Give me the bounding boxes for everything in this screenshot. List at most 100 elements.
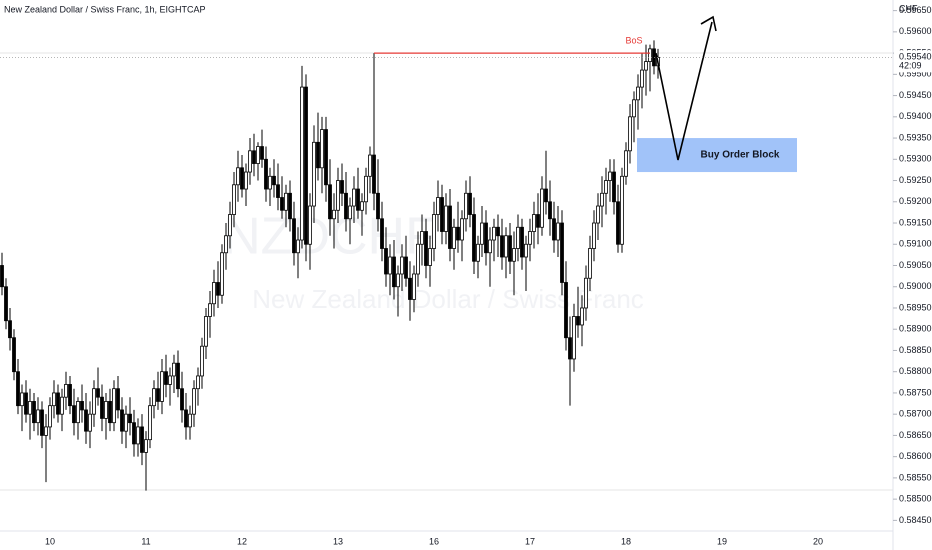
last-price-box: [894, 50, 932, 73]
candle-body: [496, 226, 500, 237]
candle-body: [200, 345, 204, 377]
candle-body: [404, 256, 408, 279]
candle-body: [80, 401, 84, 411]
candle-body: [588, 248, 592, 279]
candle-body: [316, 141, 320, 169]
y-tick-label: 0.58450: [899, 515, 932, 525]
candle-body: [304, 86, 308, 245]
candle-body: [548, 201, 552, 220]
candle-body: [512, 248, 516, 262]
candle-body: [216, 282, 220, 296]
candle-body: [540, 188, 544, 228]
candle-body: [260, 146, 264, 160]
last-price-label: 0.59540: [899, 52, 932, 62]
candle-body: [184, 409, 188, 428]
candle-body: [620, 175, 624, 245]
candle-body: [612, 171, 616, 203]
candle-body: [392, 256, 396, 288]
candle-body: [464, 192, 468, 220]
y-tick-label: 0.58600: [899, 451, 932, 461]
y-tick-label: 0.58700: [899, 409, 932, 419]
candle-body: [128, 413, 132, 424]
x-tick-label: 19: [717, 536, 727, 546]
candle-body: [460, 218, 464, 241]
candle-body: [636, 86, 640, 101]
candle-body: [248, 150, 252, 173]
candle-body: [380, 218, 384, 249]
candle-body: [520, 226, 524, 258]
order-block: [637, 138, 797, 173]
candle-body: [208, 303, 212, 317]
x-tick-label: 20: [813, 536, 823, 546]
candle-body: [596, 205, 600, 224]
candle-body: [480, 222, 484, 245]
candle-body: [324, 129, 328, 186]
candle-body: [156, 388, 160, 402]
y-tick-label: 0.59500: [899, 69, 932, 79]
candle-body: [640, 69, 644, 88]
candle-body: [300, 86, 304, 241]
candle-body: [176, 362, 180, 390]
y-tick-label: 0.59250: [899, 175, 932, 185]
candle-body: [580, 307, 584, 326]
candle-body: [332, 209, 336, 220]
candle-body: [348, 205, 352, 220]
candle-body: [0, 265, 4, 288]
candle-body: [140, 426, 144, 453]
candle-body: [476, 243, 480, 262]
candle-body: [76, 401, 80, 424]
candle-body: [616, 201, 620, 245]
candle-body: [328, 184, 332, 220]
candle-body: [604, 180, 608, 194]
candle-body: [472, 214, 476, 262]
y-tick-label: 0.58750: [899, 387, 932, 397]
candle-body: [64, 384, 68, 398]
candle-body: [164, 371, 168, 385]
y-tick-label: 0.59150: [899, 217, 932, 227]
candle-body: [632, 99, 636, 118]
candle-body: [448, 205, 452, 249]
y-tick-label: 0.59600: [899, 26, 932, 36]
candle-body: [344, 192, 348, 220]
candle-body: [516, 226, 520, 249]
candle-body: [204, 316, 208, 347]
candle-body: [336, 180, 340, 211]
candle-body: [436, 197, 440, 215]
candle-body: [28, 401, 32, 415]
candle-body: [168, 375, 172, 385]
candle-body: [228, 214, 232, 237]
candle-body: [136, 426, 140, 445]
y-tick-label: 0.59000: [899, 281, 932, 291]
candle-body: [84, 409, 88, 432]
candle-body: [220, 252, 224, 296]
candle-body: [240, 167, 244, 190]
candle-body: [544, 188, 548, 203]
candle-body: [424, 231, 428, 266]
candle-body: [16, 371, 20, 407]
candle-body: [408, 277, 412, 300]
candle-body: [648, 48, 652, 62]
candle-body: [72, 405, 76, 424]
arrow-head: [700, 15, 717, 32]
candle-body: [416, 243, 420, 275]
x-tick-label: 16: [429, 536, 439, 546]
x-tick-label: 11: [141, 536, 150, 546]
candle-body: [196, 375, 200, 390]
candle-body: [352, 188, 356, 207]
candle-body: [224, 235, 228, 254]
candle-body: [340, 180, 344, 194]
candle-body: [92, 388, 96, 415]
y-tick-label: 0.59400: [899, 111, 932, 121]
candle-body: [52, 392, 56, 407]
candle-body: [608, 171, 612, 181]
candle-body: [356, 188, 360, 211]
candle-body: [360, 201, 364, 211]
candle-body: [284, 192, 288, 211]
candle-body: [396, 273, 400, 288]
candle-body: [364, 175, 368, 203]
chart-title: New Zealand Dollar / Swiss Franc, 1h, EI…: [4, 4, 206, 14]
candle-body: [68, 384, 72, 407]
candle-body: [600, 192, 604, 207]
candle-body: [532, 214, 536, 232]
